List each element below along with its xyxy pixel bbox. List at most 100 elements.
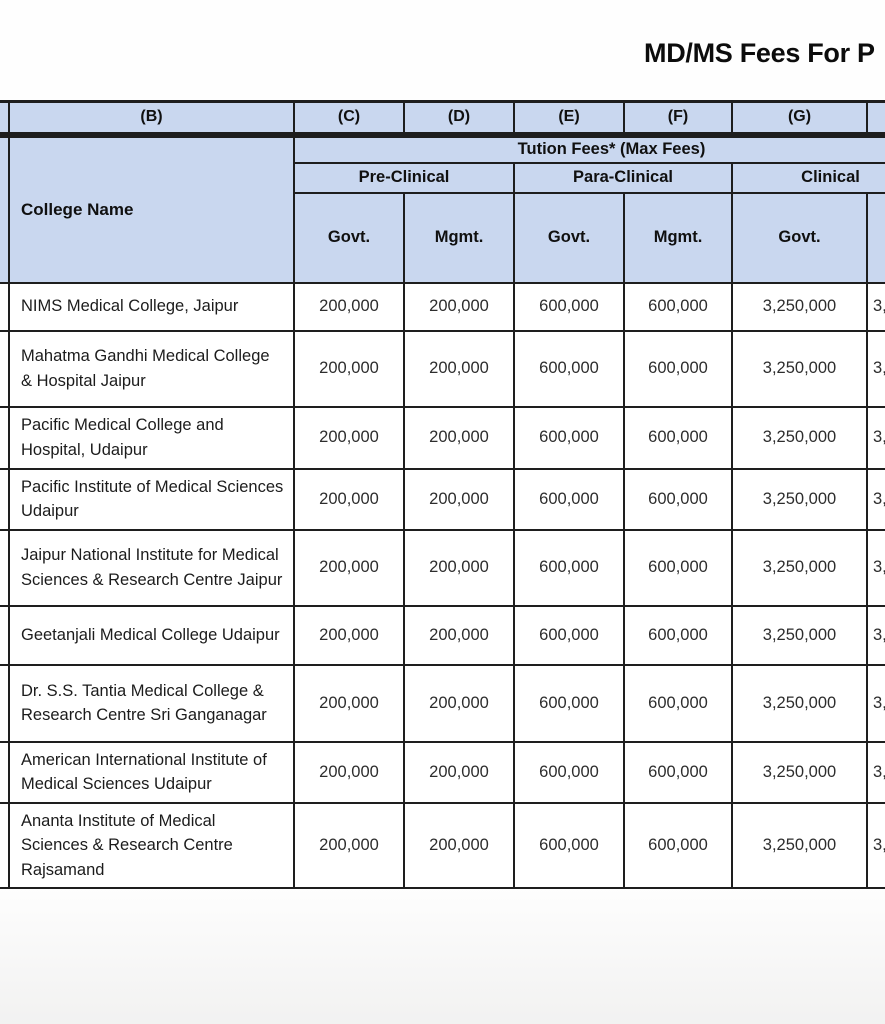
govt-mgmt-row: Govt. Mgmt. Govt. Mgmt. Govt. <box>0 191 885 284</box>
college-name-cell: Ananta Institute of Medical Sciences & R… <box>8 801 295 889</box>
fee-value-cell: 3,250,000 <box>731 528 868 607</box>
fee-value-cell: 200,000 <box>403 528 515 607</box>
table-body: NIMS Medical College, Jaipur 200,000 200,0… <box>0 281 885 889</box>
fee-value-cell: 3, <box>866 663 885 743</box>
college-name-cell: NIMS Medical College, Jaipur <box>8 281 295 332</box>
fee-value-cell: 3,250,000 <box>731 663 868 743</box>
fee-value-cell: 3, <box>866 740 885 804</box>
fee-value-cell: 3, <box>866 604 885 666</box>
fee-value-cell: 200,000 <box>293 467 405 531</box>
college-name-header: College Name <box>8 133 295 284</box>
fee-value-cell: 3, <box>866 528 885 607</box>
fee-value-cell: 200,000 <box>403 281 515 332</box>
type-header-h <box>866 191 885 284</box>
row-col-a-cell <box>0 801 10 889</box>
college-name-cell: Dr. S.S. Tantia Medical College & Resear… <box>8 663 295 743</box>
fees-table: (B) (C) (D) (E) (F) (G) College Name Tut… <box>0 100 885 889</box>
row-col-a-cell <box>0 405 10 470</box>
fee-value-cell: 200,000 <box>403 604 515 666</box>
row-col-a-cell <box>0 740 10 804</box>
fee-value-cell: 600,000 <box>623 528 733 607</box>
college-name-cell: Pacific Institute of Medical Sciences Ud… <box>8 467 295 531</box>
fee-value-cell: 200,000 <box>403 405 515 470</box>
fee-value-cell: 3,250,000 <box>731 801 868 889</box>
fee-value-cell: 3, <box>866 467 885 531</box>
fee-value-cell: 600,000 <box>623 801 733 889</box>
table-row: American International Institute of Medi… <box>0 740 885 804</box>
table-row: Ananta Institute of Medical Sciences & R… <box>0 801 885 889</box>
table-row: Dr. S.S. Tantia Medical College & Resear… <box>0 663 885 743</box>
fee-value-cell: 200,000 <box>403 329 515 408</box>
row-col-a-cell <box>0 528 10 607</box>
college-name-cell: Mahatma Gandhi Medical College & Hospita… <box>8 329 295 408</box>
row-col-a-cell <box>0 663 10 743</box>
column-letter-g-cell: (G) <box>731 100 868 138</box>
clinical-header: Clinical <box>731 161 885 194</box>
table-row: NIMS Medical College, Jaipur 200,000 200,0… <box>0 281 885 332</box>
column-letter-a-cell <box>0 100 10 138</box>
fee-value-cell: 200,000 <box>293 801 405 889</box>
fee-value-cell: 200,000 <box>293 604 405 666</box>
fee-value-cell: 600,000 <box>513 528 625 607</box>
fee-value-cell: 600,000 <box>513 467 625 531</box>
college-name-cell: American International Institute of Medi… <box>8 740 295 804</box>
row-col-a-cell <box>0 604 10 666</box>
fee-value-cell: 3,250,000 <box>731 467 868 531</box>
header-col-a-cell <box>0 133 10 284</box>
fee-value-cell: 200,000 <box>293 281 405 332</box>
fee-value-cell: 200,000 <box>403 467 515 531</box>
fee-value-cell: 600,000 <box>623 329 733 408</box>
fee-value-cell: 200,000 <box>403 740 515 804</box>
para-clinical-header: Para-Clinical <box>513 161 733 194</box>
fee-value-cell: 600,000 <box>513 604 625 666</box>
type-header-govt-e: Govt. <box>513 191 625 284</box>
fee-value-cell: 600,000 <box>513 405 625 470</box>
college-name-cell: Pacific Medical College and Hospital, Ud… <box>8 405 295 470</box>
type-header-govt-c: Govt. <box>293 191 405 284</box>
fee-value-cell: 3, <box>866 405 885 470</box>
fee-value-cell: 200,000 <box>293 329 405 408</box>
fee-value-cell: 600,000 <box>513 329 625 408</box>
page-title: MD/MS Fees For P <box>644 38 875 68</box>
fee-value-cell: 200,000 <box>403 663 515 743</box>
clinical-subgroup-row: Pre-Clinical Para-Clinical Clinical <box>0 161 885 194</box>
row-col-a-cell <box>0 329 10 408</box>
table-header: (B) (C) (D) (E) (F) (G) College Name Tut… <box>0 100 885 284</box>
fee-value-cell: 600,000 <box>513 740 625 804</box>
type-header-mgmt-d: Mgmt. <box>403 191 515 284</box>
fee-value-cell: 600,000 <box>513 281 625 332</box>
tuition-fees-header: Tution Fees* (Max Fees) <box>293 133 885 164</box>
column-letters-row: (B) (C) (D) (E) (F) (G) <box>0 100 885 138</box>
fees-table-container: (B) (C) (D) (E) (F) (G) College Name Tut… <box>0 100 885 889</box>
fee-value-cell: 200,000 <box>293 528 405 607</box>
fee-value-cell: 600,000 <box>513 663 625 743</box>
college-name-cell: Jaipur National Institute for Medical Sc… <box>8 528 295 607</box>
table-row: Pacific Institute of Medical Sciences Ud… <box>0 467 885 531</box>
fee-value-cell: 200,000 <box>293 663 405 743</box>
fee-value-cell: 3, <box>866 801 885 889</box>
fee-value-cell: 3, <box>866 281 885 332</box>
fee-value-cell: 600,000 <box>513 801 625 889</box>
fee-value-cell: 200,000 <box>403 801 515 889</box>
fees-group-row: College Name Tution Fees* (Max Fees) <box>0 133 885 284</box>
table-row: Geetanjali Medical College Udaipur 200,00… <box>0 604 885 666</box>
fee-value-cell: 3,250,000 <box>731 329 868 408</box>
fee-value-cell: 3,250,000 <box>731 281 868 332</box>
column-letter-e-cell: (E) <box>513 100 625 138</box>
column-letter-b-cell: (B) <box>8 100 295 138</box>
column-letter-h-cell <box>866 100 885 138</box>
fee-value-cell: 600,000 <box>623 281 733 332</box>
type-header-govt-g: Govt. <box>731 191 868 284</box>
fee-value-cell: 200,000 <box>293 405 405 470</box>
college-name-cell: Geetanjali Medical College Udaipur <box>8 604 295 666</box>
row-col-a-cell <box>0 281 10 332</box>
row-col-a-cell <box>0 467 10 531</box>
pre-clinical-header: Pre-Clinical <box>293 161 515 194</box>
table-row: Mahatma Gandhi Medical College & Hospita… <box>0 329 885 408</box>
column-letter-f-cell: (F) <box>623 100 733 138</box>
fee-value-cell: 600,000 <box>623 740 733 804</box>
table-row: Jaipur National Institute for Medical Sc… <box>0 528 885 607</box>
fee-value-cell: 3,250,000 <box>731 604 868 666</box>
fee-value-cell: 600,000 <box>623 467 733 531</box>
fee-value-cell: 3,250,000 <box>731 405 868 470</box>
